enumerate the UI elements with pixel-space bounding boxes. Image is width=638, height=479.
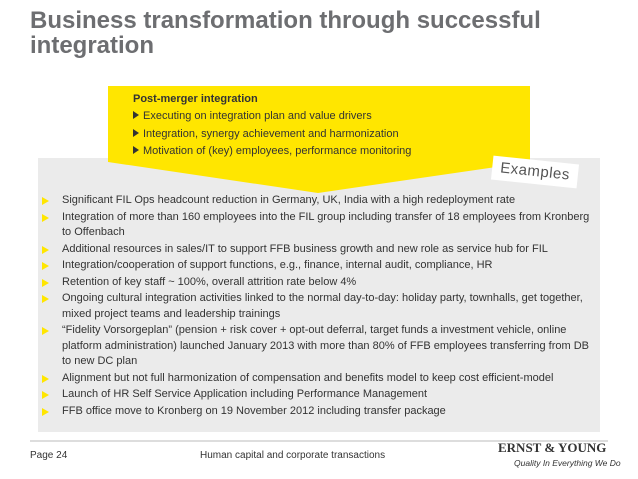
bullet-list: Significant FIL Ops headcount reduction … — [40, 193, 592, 420]
bullet-text: FFB office move to Kronberg on 19 Novemb… — [62, 404, 446, 417]
bullet-text: Launch of HR Self Service Application in… — [62, 388, 428, 400]
bullet-icon — [42, 197, 49, 205]
banner-item-text: Motivation of (key) employees, performan… — [143, 145, 412, 157]
bullet-item: Significant FIL Ops headcount reduction … — [40, 193, 592, 209]
bullet-icon — [133, 128, 139, 137]
bullet-item: Launch of HR Self Service Application in… — [40, 387, 592, 403]
banner-item-text: Integration, synergy achievement and har… — [143, 127, 399, 140]
bullet-icon — [42, 407, 49, 416]
bullet-icon — [42, 374, 49, 383]
bullet-item: Retention of key staff ~ 100%, overall a… — [40, 275, 592, 291]
banner-item: Motivation of (key) employees, performan… — [133, 143, 411, 161]
bullet-text: Additional resources in sales/IT to supp… — [62, 242, 548, 255]
logo: ERNST & YOUNG — [498, 440, 607, 455]
bullet-item: Ongoing cultural integration activities … — [40, 291, 592, 322]
bullet-text: Retention of key staff ~ 100%, overall a… — [62, 275, 357, 288]
banner-item-text: Executing on integration plan and value … — [143, 110, 372, 122]
bullet-item: Integration of more than 160 employees i… — [40, 210, 592, 241]
slide-title: Business transformation through successf… — [30, 7, 541, 59]
bullet-icon — [42, 245, 49, 254]
bullet-icon — [42, 278, 49, 287]
bullet-item: Integration/cooperation of support funct… — [40, 258, 592, 274]
bullet-icon — [42, 391, 49, 399]
banner-item: Executing on integration plan and value … — [133, 108, 411, 126]
footer-section: Human capital and corporate transactions — [200, 450, 386, 461]
page-number: Page 24 — [30, 450, 68, 461]
bullet-icon — [133, 146, 139, 154]
bullet-item: FFB office move to Kronberg on 19 Novemb… — [40, 404, 592, 420]
bullet-item: “Fidelity Vorsorgeplan” (pension + risk … — [40, 323, 592, 370]
bullet-text: “Fidelity Vorsorgeplan” (pension + risk … — [62, 324, 590, 367]
banner-shape — [108, 86, 530, 193]
bullet-icon — [133, 111, 139, 119]
bullet-icon — [42, 262, 49, 270]
banner: Post-merger integration Executing on int… — [133, 90, 411, 161]
bullet-item: Additional resources in sales/IT to supp… — [40, 242, 592, 258]
banner-item: Integration, synergy achievement and har… — [133, 126, 411, 144]
banner-heading: Post-merger integration — [133, 93, 258, 105]
bullet-text: Integration of more than 160 employees i… — [62, 210, 590, 239]
bullet-item: Alignment but not full harmonization of … — [40, 371, 592, 387]
logo-tagline: Quality In Everything We Do — [514, 458, 621, 468]
bullet-icon — [42, 327, 49, 335]
content-box — [38, 158, 600, 432]
bullet-icon — [42, 295, 49, 303]
bullet-text: Integration/cooperation of support funct… — [62, 259, 493, 271]
bullet-icon — [42, 213, 49, 222]
bullet-text: Significant FIL Ops headcount reduction … — [62, 194, 516, 206]
bullet-text: Ongoing cultural integration activities … — [62, 292, 583, 320]
bullet-text: Alignment but not full harmonization of … — [62, 371, 554, 384]
